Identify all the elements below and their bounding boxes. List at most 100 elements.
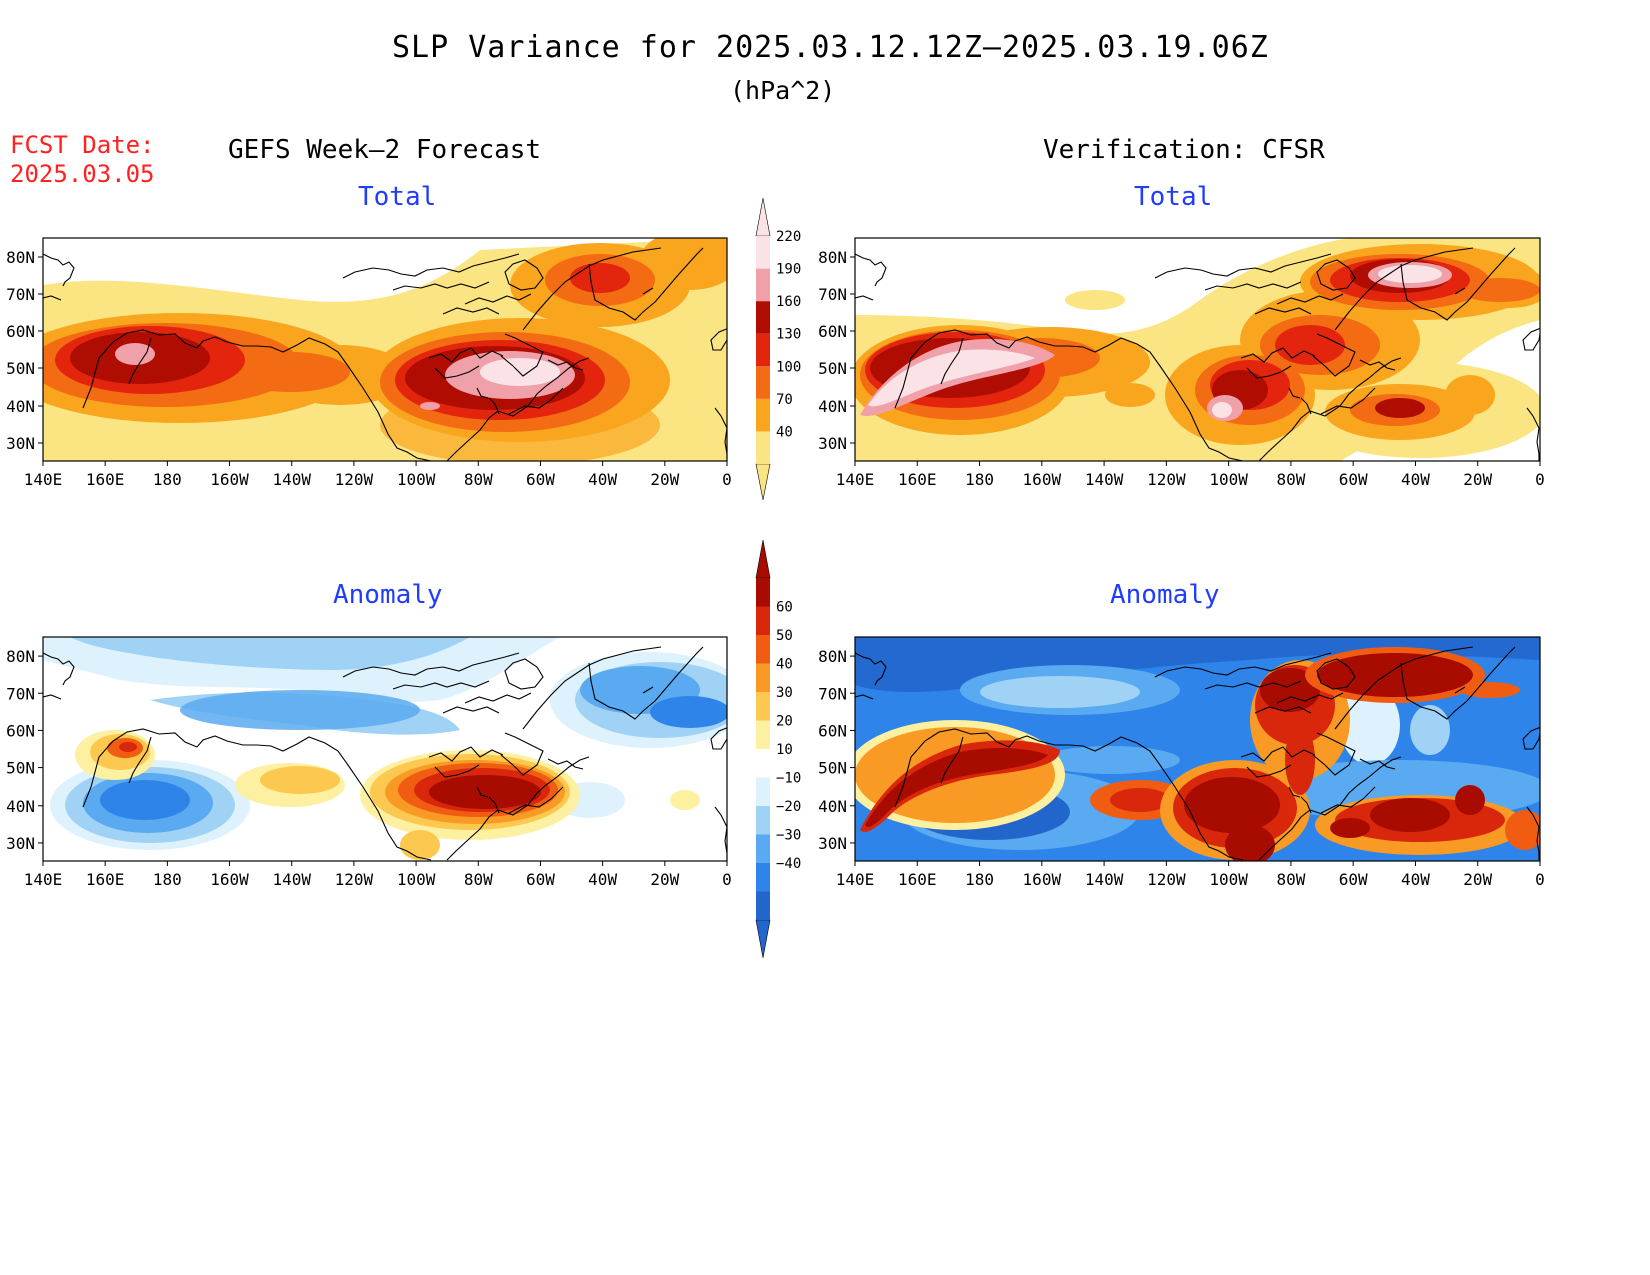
verif-anomaly-label: Anomaly: [1110, 580, 1220, 610]
lon-label: 120W: [1147, 870, 1186, 889]
colorbar-label: 160: [776, 294, 801, 310]
lon-label: 140W: [272, 470, 311, 489]
lon-label: 100W: [397, 470, 436, 489]
lon-label: 20W: [650, 870, 679, 889]
lat-label: 70N: [6, 684, 35, 703]
colorbar-swatch: [756, 663, 770, 692]
colorbar-swatch: [756, 777, 770, 806]
lon-label: 140W: [1085, 870, 1124, 889]
lat-label: 70N: [6, 285, 35, 304]
lon-label: 160E: [86, 870, 125, 889]
lat-label: 70N: [818, 684, 847, 703]
colorbar-label: 100: [776, 359, 801, 375]
colorbar-label: −30: [776, 828, 801, 844]
lat-label: 80N: [818, 647, 847, 666]
colorbar-label: 130: [776, 327, 801, 343]
colorbar-swatch: [756, 834, 770, 863]
lon-label: 140E: [24, 470, 63, 489]
colorbar-swatch: [756, 692, 770, 721]
figure-title: SLP Variance for 2025.03.12.12Z–2025.03.…: [392, 30, 1269, 65]
colorbar-swatch: [756, 366, 770, 399]
lat-label: 60N: [818, 322, 847, 341]
lat-label: 80N: [6, 647, 35, 666]
verif-total-label: Total: [1134, 182, 1213, 212]
lon-label: 180: [153, 870, 182, 889]
colorbar-label: 190: [776, 262, 801, 278]
lon-label: 120W: [1147, 470, 1186, 489]
colorbar-label: 50: [776, 628, 793, 644]
colorbar-swatch: [756, 606, 770, 635]
fcst-date-value: 2025.03.05: [10, 160, 155, 188]
lon-label: 140E: [836, 470, 875, 489]
lat-label: 50N: [818, 759, 847, 778]
lon-label: 60W: [526, 870, 555, 889]
colorbar-label: 10: [776, 742, 793, 758]
lat-label: 80N: [818, 248, 847, 267]
lon-label: 20W: [1463, 470, 1492, 489]
fcst-anomaly-label: Anomaly: [333, 580, 443, 610]
colorbar-extend-high: [755, 197, 771, 237]
lat-label: 40N: [818, 797, 847, 816]
fcst-total-label: Total: [358, 182, 437, 212]
lon-label: 40W: [588, 470, 617, 489]
lon-label: 100W: [1209, 470, 1248, 489]
units-label: (hPa^2): [730, 76, 836, 105]
lon-label: 120W: [335, 470, 374, 489]
lon-label: 0: [1535, 870, 1545, 889]
lat-label: 50N: [6, 759, 35, 778]
colorbar-swatch: [756, 635, 770, 664]
lon-label: 60W: [526, 470, 555, 489]
fcst-anomaly-frame: [42, 636, 728, 862]
lat-label: 40N: [818, 397, 847, 416]
lon-label: 40W: [588, 870, 617, 889]
lat-label: 70N: [818, 285, 847, 304]
lon-label: 180: [965, 470, 994, 489]
lon-label: 180: [965, 870, 994, 889]
colorbar-label: −10: [776, 771, 801, 787]
colorbar-swatch: [756, 749, 770, 778]
lat-label: 60N: [818, 721, 847, 740]
lon-label: 180: [153, 470, 182, 489]
fcst-total-frame: [42, 237, 728, 462]
verif-total-map: [855, 238, 1540, 461]
lat-label: 60N: [6, 721, 35, 740]
lon-label: 40W: [1401, 870, 1430, 889]
colorbar-swatch: [756, 806, 770, 835]
colorbar-swatch: [756, 891, 770, 920]
verif-anomaly-map: [855, 637, 1540, 861]
colorbar-label: −40: [776, 856, 801, 872]
fcst-total-map: [43, 238, 727, 461]
axis-labels: 80N 70N 60N 50N 40N 30N 140E 160E 180 160W 140W 120…: [6, 248, 1545, 889]
lat-label: 50N: [818, 359, 847, 378]
lon-label: 20W: [1463, 870, 1492, 889]
colorbar-swatch: [756, 268, 770, 302]
lon-label: 0: [722, 870, 732, 889]
lon-label: 20W: [650, 470, 679, 489]
lat-label: 60N: [6, 322, 35, 341]
lon-label: 80W: [464, 470, 493, 489]
lon-label: 140W: [1085, 470, 1124, 489]
verif-anomaly-frame: [854, 636, 1541, 862]
colorbar-label: 40: [776, 657, 793, 673]
lon-label: 140E: [836, 870, 875, 889]
colorbar-extend-low: [755, 919, 771, 959]
lon-label: 140W: [272, 870, 311, 889]
colorbars: 40 70 100 130 160 190 220 −40 −30 −20 −10 10 20 30 40 5…: [755, 197, 801, 959]
lat-label: 50N: [6, 359, 35, 378]
lon-label: 0: [722, 470, 732, 489]
fcst-date-label: FCST Date:: [10, 131, 155, 159]
lon-label: 0: [1535, 470, 1545, 489]
colorbar-swatch: [756, 301, 770, 334]
forecast-heading: GEFS Week–2 Forecast: [228, 135, 542, 165]
colorbar-swatch: [756, 863, 770, 892]
colorbar-swatch: [756, 578, 770, 607]
lat-label: 40N: [6, 397, 35, 416]
lon-label: 60W: [1339, 470, 1368, 489]
lon-label: 160E: [86, 470, 125, 489]
colorbar-label: 30: [776, 685, 793, 701]
lon-label: 160E: [898, 470, 937, 489]
lon-label: 140E: [24, 870, 63, 889]
verif-total-frame: [854, 237, 1541, 462]
colorbar-swatch: [756, 236, 770, 269]
